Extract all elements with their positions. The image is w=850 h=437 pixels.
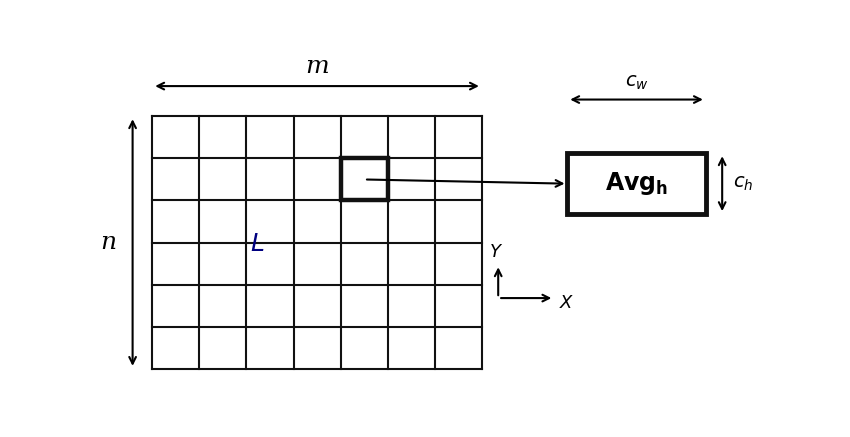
Text: $c_h$: $c_h$ (733, 174, 753, 193)
Bar (341, 159, 388, 201)
Text: $\mathbf{Avg_h}$: $\mathbf{Avg_h}$ (605, 170, 668, 197)
Bar (568, 153, 706, 214)
Text: L: L (251, 232, 264, 256)
Text: Y: Y (490, 243, 501, 261)
Text: X: X (559, 294, 572, 312)
Text: n: n (100, 231, 116, 254)
Text: $c_w$: $c_w$ (625, 73, 649, 92)
Text: m: m (305, 55, 329, 78)
